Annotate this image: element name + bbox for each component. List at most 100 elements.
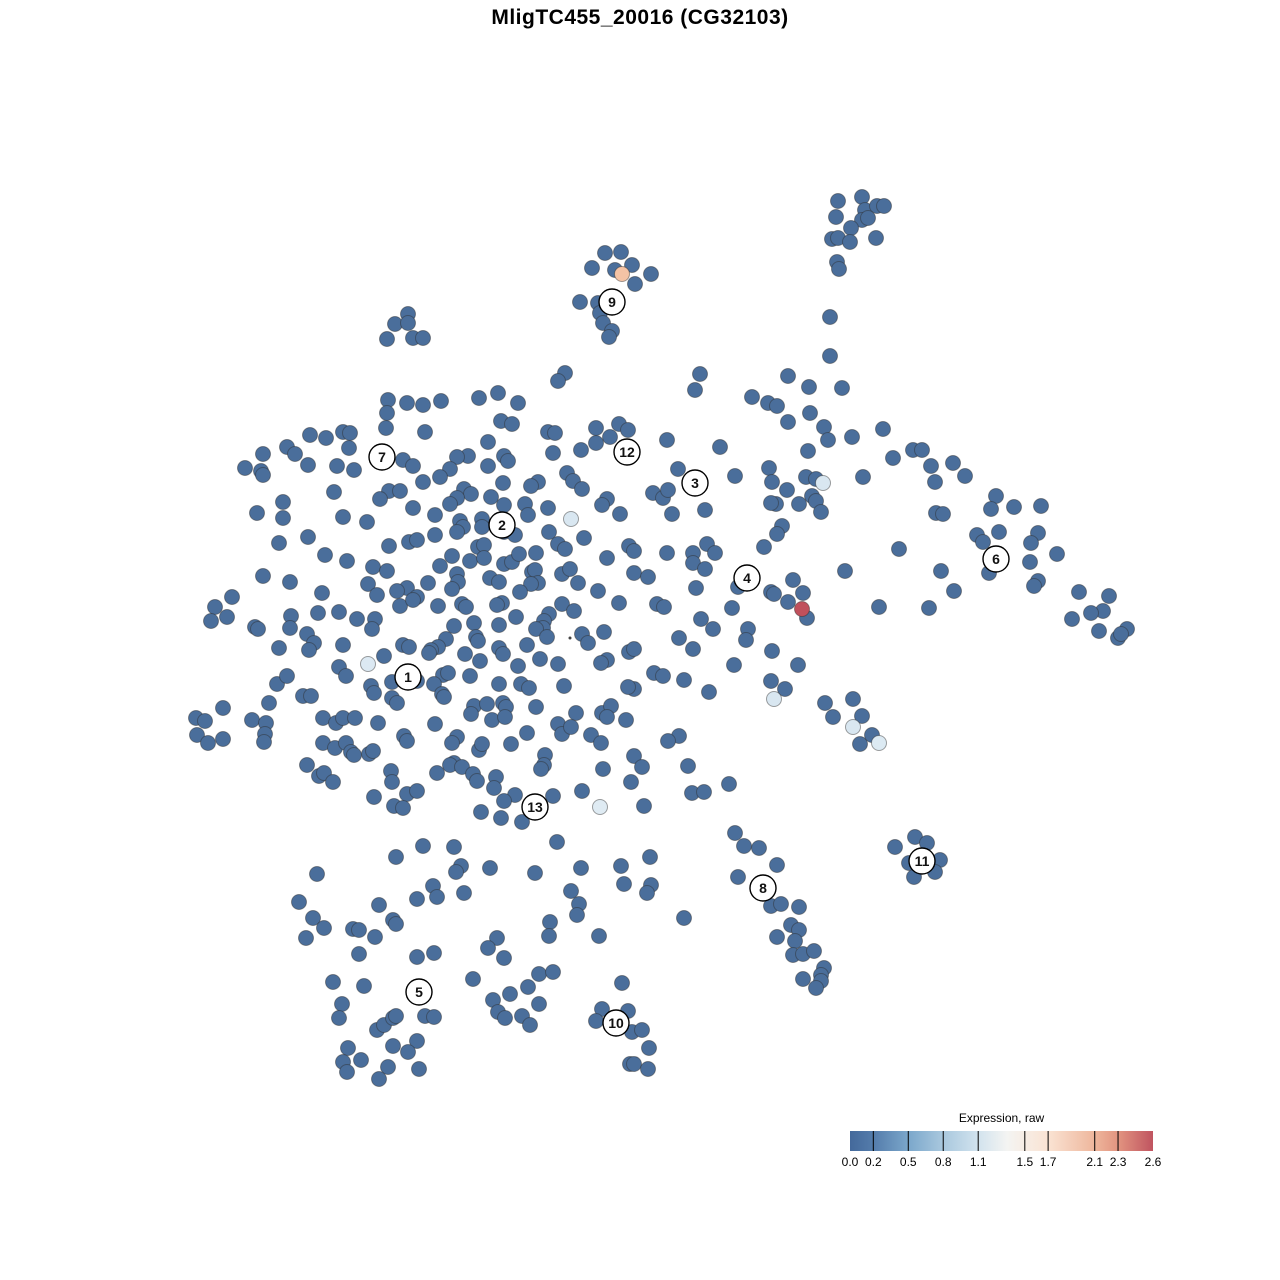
data-point[interactable] [545,788,561,804]
data-point[interactable] [427,527,443,543]
data-point[interactable] [480,458,496,474]
data-point[interactable] [483,489,499,505]
data-point[interactable] [532,651,548,667]
data-point[interactable] [415,397,431,413]
data-point[interactable] [436,689,452,705]
data-point[interactable] [456,885,472,901]
data-point[interactable] [521,680,537,696]
data-point[interactable] [400,315,416,331]
data-point[interactable] [751,840,767,856]
data-point[interactable] [626,748,642,764]
data-point[interactable] [545,964,561,980]
data-point[interactable] [1049,546,1065,562]
lightblue-point[interactable] [360,656,376,672]
data-point[interactable] [626,1056,642,1072]
data-point[interactable] [474,519,490,535]
data-point[interactable] [366,789,382,805]
data-point[interactable] [379,563,395,579]
data-point[interactable] [655,668,671,684]
data-point[interactable] [359,514,375,530]
data-point[interactable] [250,621,266,637]
data-point[interactable] [764,643,780,659]
lightblue-point[interactable] [592,799,608,815]
data-point[interactable] [1083,605,1099,621]
data-point[interactable] [527,865,543,881]
data-point[interactable] [389,695,405,711]
data-point[interactable] [727,468,743,484]
data-point[interactable] [685,641,701,657]
data-point[interactable] [405,458,421,474]
data-point[interactable] [433,393,449,409]
data-point[interactable] [472,653,488,669]
lightblue-point[interactable] [766,691,782,707]
data-point[interactable] [1022,554,1038,570]
data-point[interactable] [440,665,456,681]
data-point[interactable] [338,668,354,684]
data-point[interactable] [298,930,314,946]
data-point[interactable] [446,839,462,855]
data-point[interactable] [378,420,394,436]
data-point[interactable] [540,500,556,516]
data-point[interactable] [379,405,395,421]
data-point[interactable] [444,548,460,564]
data-point[interactable] [533,761,549,777]
data-point[interactable] [539,629,555,645]
data-point[interactable] [855,469,871,485]
data-point[interactable] [595,761,611,777]
data-point[interactable] [613,858,629,874]
data-point[interactable] [822,348,838,364]
data-point[interactable] [724,600,740,616]
data-point[interactable] [777,681,793,697]
data-point[interactable] [224,589,240,605]
data-point[interactable] [602,429,618,445]
data-point[interactable] [429,889,445,905]
data-point[interactable] [528,699,544,715]
data-point[interactable] [366,685,382,701]
data-point[interactable] [449,524,465,540]
data-point[interactable] [502,986,518,1002]
data-point[interactable] [282,620,298,636]
data-point[interactable] [392,483,408,499]
data-point[interactable] [975,534,991,550]
data-point[interactable] [203,613,219,629]
data-point[interactable] [200,735,216,751]
data-point[interactable] [458,599,474,615]
data-point[interactable] [599,550,615,566]
data-point[interactable] [215,731,231,747]
data-point[interactable] [659,432,675,448]
data-point[interactable] [347,710,363,726]
data-point[interactable] [365,743,381,759]
data-point[interactable] [417,424,433,440]
data-point[interactable] [496,793,512,809]
data-point[interactable] [697,502,713,518]
data-point[interactable] [761,460,777,476]
data-point[interactable] [790,657,806,673]
data-point[interactable] [887,839,903,855]
data-point[interactable] [371,897,387,913]
data-point[interactable] [511,546,527,562]
data-point[interactable] [409,532,425,548]
data-point[interactable] [301,642,317,658]
data-point[interactable] [310,605,326,621]
data-point[interactable] [300,529,316,545]
data-point[interactable] [736,838,752,854]
data-point[interactable] [346,747,362,763]
data-point[interactable] [491,676,507,692]
data-point[interactable] [568,705,584,721]
data-point[interactable] [269,676,285,692]
data-point[interactable] [1101,588,1117,604]
data-point[interactable] [800,443,816,459]
data-point[interactable] [300,457,316,473]
data-point[interactable] [531,996,547,1012]
tiny-data-point[interactable] [568,636,572,640]
data-point[interactable] [381,538,397,554]
data-point[interactable] [817,695,833,711]
data-point[interactable] [643,266,659,282]
data-point[interactable] [480,434,496,450]
data-point[interactable] [688,580,704,596]
data-point[interactable] [593,655,609,671]
data-point[interactable] [588,435,604,451]
data-point[interactable] [834,380,850,396]
data-point[interactable] [676,672,692,688]
data-point[interactable] [780,594,796,610]
